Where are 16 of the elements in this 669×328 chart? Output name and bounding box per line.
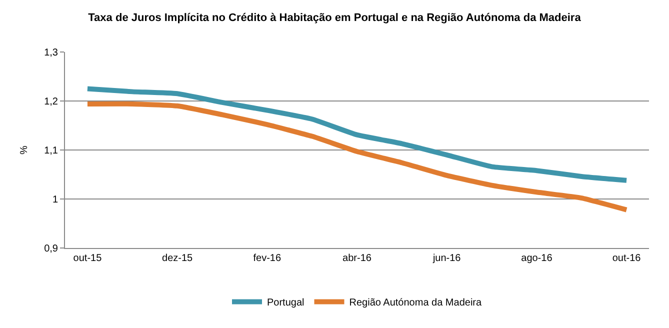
chart-title: Taxa de Juros Implícita no Crédito à Habitação em Portugal e na Região Autónoma da Madeira <box>88 12 582 24</box>
x-tick-label: out-16 <box>612 253 642 264</box>
y-axis-title: % <box>19 145 30 154</box>
y-tick-label: 1,3 <box>44 48 58 58</box>
x-tick-label: ago-16 <box>521 253 553 264</box>
x-tick-label: fev-16 <box>253 253 282 264</box>
x-tick-label: jun-16 <box>432 253 462 264</box>
y-tick-label: 1,2 <box>44 96 58 108</box>
y-tick-label: 1,1 <box>44 146 58 156</box>
x-tick-label: abr-16 <box>342 253 372 264</box>
x-tick-label: dez-15 <box>162 253 194 264</box>
y-tick-label: 1 <box>52 194 58 206</box>
x-tick-label: out-15 <box>73 253 102 264</box>
legend-label: Região Autónoma da Madeira <box>349 298 482 309</box>
legend-label: Portugal <box>267 298 304 309</box>
y-tick-label: 0,9 <box>44 244 58 254</box>
